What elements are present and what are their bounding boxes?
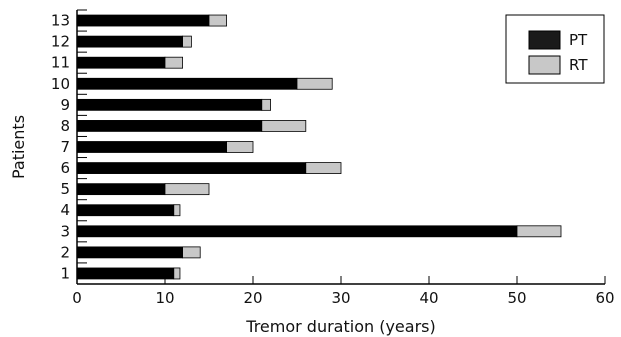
x-tick-label: 30: [331, 289, 350, 307]
legend-label-rt: RT: [569, 56, 588, 74]
x-tick-label: 60: [595, 289, 614, 307]
bar-pt-patient-4: [76, 204, 175, 217]
bar-rt-patient-2: [182, 246, 201, 259]
y-tick-label: 6: [60, 159, 70, 177]
y-tick-label: 3: [60, 222, 70, 240]
y-axis-title: Patients: [9, 115, 28, 179]
y-tick-label: 1: [60, 264, 70, 282]
y-tick-label: 2: [60, 243, 70, 261]
bar-rt-patient-1: [173, 267, 181, 280]
bar-rt-patient-11: [164, 56, 184, 69]
x-tick-label: 10: [155, 289, 174, 307]
x-axis-ticks: 0 10 20 30 40 50 60: [72, 276, 615, 307]
bar-pt-patient-3: [76, 225, 518, 238]
bar-rt-patient-5: [164, 183, 210, 196]
y-tick-label: 8: [60, 117, 70, 135]
y-tick-label: 12: [51, 33, 70, 51]
bar-pt-patient-10: [76, 77, 298, 90]
bar-pt-patient-1: [76, 267, 175, 280]
y-tick-label: 5: [60, 180, 70, 198]
legend-swatch-rt: [528, 55, 561, 75]
bar-pt-patient-6: [76, 162, 307, 174]
x-axis-title: Tremor duration (years): [245, 317, 435, 336]
x-tick-label: 50: [507, 289, 526, 307]
bar-rt-patient-9: [261, 98, 271, 111]
bar-rt-patient-3: [516, 225, 562, 238]
bar-pt-patient-8: [76, 120, 263, 132]
bar-pt-patient-9: [76, 98, 263, 111]
x-tick-label: 0: [72, 289, 82, 307]
bar-pt-patient-13: [76, 14, 210, 27]
y-tick-label: 11: [51, 54, 70, 72]
bar-pt-patient-12: [76, 35, 183, 48]
legend: PT RT: [505, 14, 605, 84]
x-tick-label: 20: [243, 289, 262, 307]
bar-rt-patient-7: [226, 141, 254, 153]
bars-group: [76, 14, 562, 280]
bar-rt-patient-8: [261, 120, 307, 132]
bar-pt-patient-11: [76, 56, 166, 69]
y-tick-label: 13: [51, 12, 70, 30]
x-tick-label: 40: [419, 289, 438, 307]
bar-rt-patient-12: [182, 35, 192, 48]
y-tick-label: 7: [60, 138, 70, 156]
bar-rt-patient-13: [208, 14, 228, 27]
y-tick-label: 10: [51, 75, 70, 93]
bar-rt-patient-4: [173, 204, 181, 217]
bar-pt-patient-7: [76, 141, 228, 153]
bar-rt-patient-6: [305, 162, 342, 174]
bar-rt-patient-10: [296, 77, 333, 90]
legend-label-pt: PT: [569, 31, 588, 49]
y-tick-label: 9: [60, 96, 70, 114]
bar-pt-patient-5: [76, 183, 166, 196]
legend-swatch-pt: [528, 30, 561, 50]
bar-pt-patient-2: [76, 246, 183, 259]
y-tick-label: 4: [60, 201, 70, 219]
